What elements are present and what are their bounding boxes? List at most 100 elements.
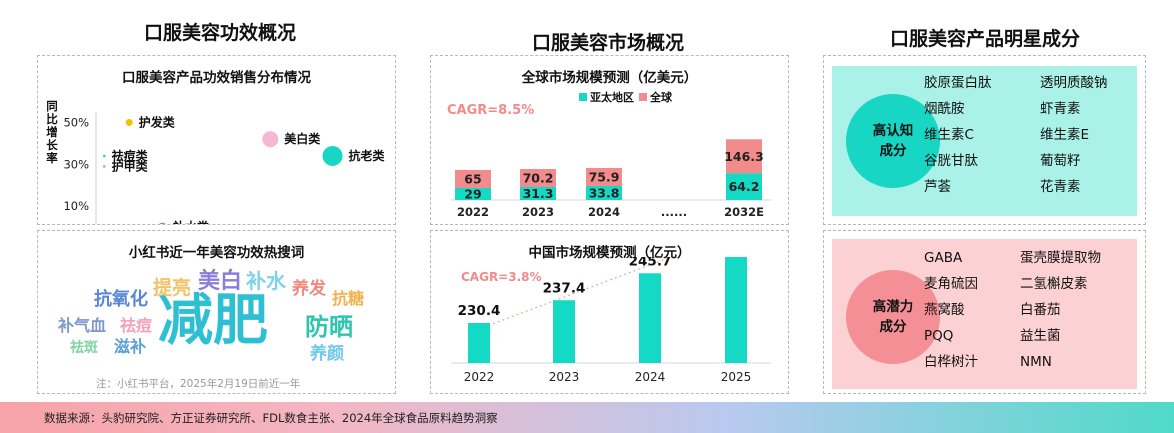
x-tick-label: 2025 xyxy=(721,370,752,384)
bar-label: 237.4 xyxy=(543,280,586,296)
x-tick-label: 2022 xyxy=(464,370,495,384)
word-tiliang: 提亮 xyxy=(153,277,192,299)
word-quban: 祛斑 xyxy=(70,340,98,356)
bar-label-apac: 64.2 xyxy=(729,179,760,194)
scatter-point xyxy=(159,222,166,224)
high-awareness-box: 高认知 成分 胶原蛋白肽 烟酰胺 维生素C 谷胱甘肽 芦荟 透明质酸钠 虾青素 … xyxy=(823,55,1146,225)
ingredient: 虾青素 xyxy=(1040,101,1081,117)
ingredient: 麦角硫因 xyxy=(924,276,978,292)
x-tick-label: 2023 xyxy=(522,205,554,219)
ingredient: 燕窝酸 xyxy=(924,302,965,318)
ingredient: 维生素C xyxy=(924,127,974,143)
y-axis-label-char: 增 xyxy=(46,125,58,139)
bar-apac xyxy=(726,173,762,200)
high-potential-label-1: 高潜力 xyxy=(872,298,914,315)
high-potential-col1: GABA 麦角硫因 燕窝酸 PQQ 白桦树汁 xyxy=(924,245,978,375)
high-awareness-label-2: 成分 xyxy=(879,143,907,159)
ingredient: 葡萄籽 xyxy=(1040,153,1081,169)
bar-global xyxy=(520,169,556,188)
legend-label: 全球 xyxy=(649,90,673,104)
global-market-title: 全球市场规模预测（亿美元） xyxy=(521,70,698,86)
legend-label: 亚太地区 xyxy=(590,90,634,104)
bar-label-global: 146.3 xyxy=(724,149,764,164)
global-market-panel: 全球市场规模预测（亿美元） 亚太地区 全球 CAGR=8.5% 2022 29 65 202… xyxy=(430,55,789,225)
bar-china xyxy=(725,257,747,363)
scatter-point-label: 美白类 xyxy=(284,131,321,146)
scatter-point xyxy=(125,118,133,126)
legend-swatch xyxy=(579,93,587,101)
ingredient: 蛋壳膜提取物 xyxy=(1020,250,1101,266)
word-buqixue: 补气血 xyxy=(58,316,107,335)
bar-global xyxy=(586,167,622,186)
bar-china xyxy=(553,300,575,363)
wordcloud-note: 注：小红书平台，2025年2月19日前近一年 xyxy=(96,378,301,390)
scatter-point xyxy=(103,154,106,158)
right-section-title: 口服美容产品明星成分 xyxy=(889,28,1080,50)
high-potential-label-2: 成分 xyxy=(879,319,907,335)
scatter-point xyxy=(262,131,279,148)
word-fangshai: 防晒 xyxy=(305,313,353,341)
x-tick-label: 2023 xyxy=(549,370,580,384)
y-axis-label-char: 同 xyxy=(46,99,58,113)
efficacy-scatter-panel: 口服美容产品功效销售分布情况 -10%10%30%50%0.0%20.0%40.… xyxy=(37,55,396,225)
ingredient: GABA xyxy=(924,250,963,266)
bar-global xyxy=(726,139,762,174)
ingredient: 芦荟 xyxy=(924,179,951,195)
y-axis-label-char: 长 xyxy=(46,138,58,152)
word-zibu: 滋补 xyxy=(114,337,147,356)
high-potential-panel: 高潜力 成分 GABA 麦角硫因 燕窝酸 PQQ 白桦树汁 蛋壳膜提取物 二氢槲… xyxy=(832,239,1137,389)
ingredient: 白桦树汁 xyxy=(924,354,978,370)
cagr-annotation: CAGR=3.8% xyxy=(461,270,542,284)
high-awareness-panel: 高认知 成分 胶原蛋白肽 烟酰胺 维生素C 谷胱甘肽 芦荟 透明质酸钠 虾青素 … xyxy=(832,66,1137,216)
x-tick-label: 2024 xyxy=(588,205,620,219)
x-tick-label: 2024 xyxy=(635,370,666,384)
high-potential-col2: 蛋壳膜提取物 二氢槲皮素 白番茄 益生菌 NMN xyxy=(1020,245,1101,375)
bar-label-apac: 31.3 xyxy=(523,186,554,201)
china-market-panel: 中国市场规模预测（亿元） CAGR=3.8% 230.4 2022 237.4 2023… xyxy=(430,230,789,394)
bar-apac xyxy=(455,187,491,200)
trend-line xyxy=(478,257,674,330)
scatter-point-label: 补水类 xyxy=(172,219,210,224)
high-awareness-col1: 胶原蛋白肽 烟酰胺 维生素C 谷胱甘肽 芦荟 xyxy=(924,70,992,200)
bar-label-global: 75.9 xyxy=(589,169,620,184)
x-tick-label: ...... xyxy=(661,205,687,219)
word-kangyanghua: 抗氧化 xyxy=(94,289,148,310)
word-jianfei: 减肥 xyxy=(158,288,269,352)
wordcloud-panel: 小红书近一年美容功效热搜词 减肥 美白 补水 提亮 养发 抗糖 抗氧化 补气血 … xyxy=(37,230,396,394)
bar-apac xyxy=(586,185,622,200)
legend-swatch xyxy=(639,93,647,101)
bar-label-global: 65 xyxy=(464,171,481,186)
source-text: 数据来源：头豹研究院、方正证券研究所、FDL数食主张、2024年全球食品原料趋势… xyxy=(44,411,498,425)
china-market-chart: CAGR=3.8%230.42022237.42023245.72024255.… xyxy=(451,257,771,384)
bar-global xyxy=(455,169,491,188)
bar-apac xyxy=(520,187,556,200)
scatter-point-label: 护甲类 xyxy=(112,158,149,173)
bar-label-apac: 29 xyxy=(464,186,481,201)
source-footer: 数据来源：头豹研究院、方正证券研究所、FDL数食主张、2024年全球食品原料趋势… xyxy=(0,402,1174,433)
word-yangyan: 养颜 xyxy=(310,344,344,364)
word-meibai: 美白 xyxy=(198,269,243,294)
ingredient: 二氢槲皮素 xyxy=(1020,276,1088,292)
efficacy-scatter-chart: -10%10%30%50%0.0%20.0%40.0%60.0%同比增长率市场占… xyxy=(46,99,386,224)
bar-china xyxy=(639,273,661,363)
bar-label-apac: 33.8 xyxy=(589,185,620,200)
ingredient: 谷胱甘肽 xyxy=(924,153,978,169)
y-tick-label: 30% xyxy=(63,157,89,171)
ingredient: 白番茄 xyxy=(1020,302,1061,318)
ingredient: 花青素 xyxy=(1040,179,1081,195)
ingredient: 维生素E xyxy=(1040,127,1090,143)
scatter-point-label: 祛痘类 xyxy=(112,148,149,163)
bar-label: 230.4 xyxy=(458,303,501,319)
ingredient: 透明质酸钠 xyxy=(1040,75,1108,91)
bar-label-global: 70.2 xyxy=(523,171,554,186)
y-tick-label: 50% xyxy=(63,115,89,129)
word-bushui: 补水 xyxy=(246,269,286,293)
scatter-point-label: 抗老类 xyxy=(349,148,386,163)
high-awareness-badge: 高认知 成分 xyxy=(846,94,940,188)
word-yangfa: 养发 xyxy=(292,279,326,299)
ingredient: 烟酰胺 xyxy=(924,101,965,117)
y-axis-label-char: 率 xyxy=(46,151,58,165)
wordcloud-title: 小红书近一年美容功效热搜词 xyxy=(128,245,305,261)
efficacy-scatter-title: 口服美容产品功效销售分布情况 xyxy=(122,70,311,86)
